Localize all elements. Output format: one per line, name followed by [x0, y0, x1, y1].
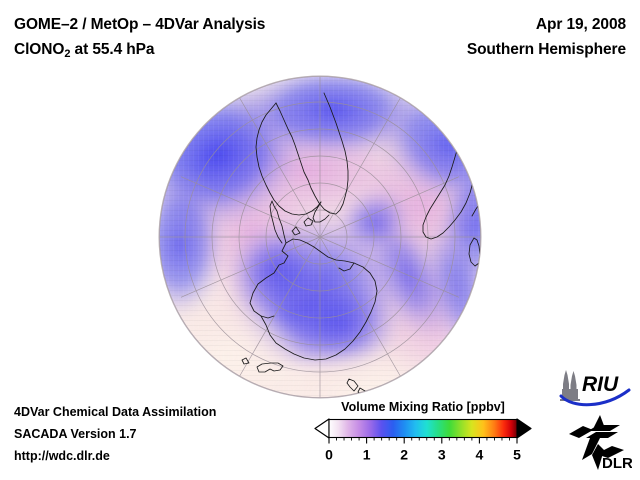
footer-line-url[interactable]: http://wdc.dlr.de: [14, 449, 110, 463]
footer-info: 4DVar Chemical Data Assimilation SACADA …: [14, 401, 314, 467]
dlr-logo: DLR: [566, 414, 633, 472]
colorbar-ticks: [328, 437, 518, 444]
species-subtitle: ClONO2 at 55.4 hPa: [14, 37, 434, 64]
colorbar-left-cap: [314, 418, 330, 439]
colorbar-right-cap: [516, 418, 532, 439]
species-name: ClONO: [14, 41, 65, 58]
region-label: Southern Hemisphere: [466, 41, 626, 58]
colorbar-tick-label: 2: [400, 447, 408, 463]
footer-line-version: SACADA Version 1.7: [14, 427, 137, 441]
species-level: at 55.4 hPa: [70, 41, 155, 58]
dlr-wordmark: DLR: [602, 455, 632, 472]
colorbar-tick-label: 5: [513, 447, 521, 463]
globe-outline: [158, 75, 482, 399]
data-field: [159, 76, 481, 398]
riu-logo: RIU: [556, 369, 632, 409]
riu-wordmark: RIU: [582, 373, 619, 396]
page-title: GOME–2 / MetOp – 4DVar Analysis: [14, 16, 266, 33]
colorbar-tick-label: 3: [438, 447, 446, 463]
colorbar-tick-label: 1: [363, 447, 371, 463]
header-right: Apr 19, 2008 Southern Hemisphere: [326, 12, 626, 62]
colorbar: Volume Mixing Ratio [ppbv] 0 1 2 3 4 5: [312, 399, 534, 479]
globe-map: [158, 75, 482, 399]
footer-line-assimilation: 4DVar Chemical Data Assimilation: [14, 405, 217, 419]
colorbar-tick-label: 0: [325, 447, 333, 463]
colorbar-tick-label: 4: [476, 447, 484, 463]
colorbar-tick-labels: 0 1 2 3 4 5: [325, 447, 521, 463]
colorbar-ramp: [328, 418, 518, 439]
colorbar-title: Volume Mixing Ratio [ppbv]: [341, 400, 505, 414]
date-label: Apr 19, 2008: [535, 16, 626, 33]
species-subscript: 2: [64, 48, 71, 60]
dlr-mark-icon: [569, 415, 624, 470]
riu-swoosh: [559, 388, 631, 407]
header-left: GOME–2 / MetOp – 4DVar Analysis ClONO2 a…: [14, 12, 434, 64]
